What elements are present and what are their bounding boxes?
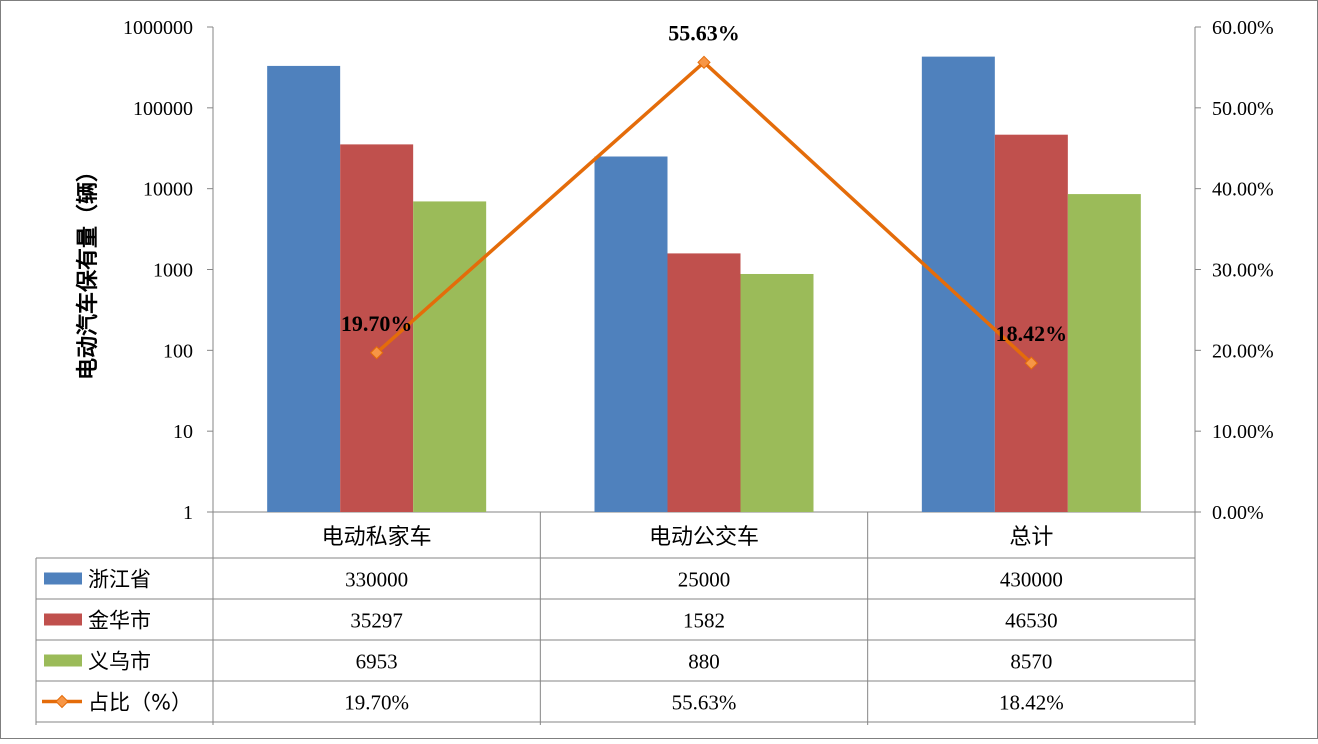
line-marker [1024,356,1039,370]
bar [1067,194,1141,512]
bar [594,156,668,512]
bar [740,273,814,512]
y-right-tick-label: 40.00% [1212,179,1274,201]
y-left-tick-label: 100000 [133,98,193,120]
table-cell: 330000 [345,568,408,592]
y-right-tick-label: 60.00% [1212,17,1274,39]
legend-swatch [44,654,82,667]
bar-series [267,56,1141,513]
y-axis-title: 电动汽车保有量（辆） [75,160,101,380]
legend-label: 义乌市 [88,650,151,674]
y-right-tick-label: 50.00% [1212,98,1274,120]
y-left-tick-label: 10000 [143,179,193,201]
y-left-tick-label: 1 [183,502,193,524]
table-cell: 6953 [356,650,398,674]
category-label: 电动私家车 [322,525,432,550]
table-cell: 18.42% [999,691,1064,715]
bar [413,201,487,512]
y-right-tick-label: 20.00% [1212,340,1274,362]
table-cell: 430000 [1000,568,1063,592]
bar [994,134,1068,512]
y-right-tick-label: 0.00% [1212,502,1264,524]
y-left-tick-label: 10 [173,421,193,443]
legend-swatch [44,572,82,585]
data-label: 18.42% [996,321,1068,346]
y-left-tick-label: 1000000 [123,17,193,39]
bar [667,253,741,513]
table-cell: 1582 [683,609,725,633]
table-cell: 35297 [350,609,403,633]
table-cell: 8570 [1010,650,1052,674]
table-cell: 25000 [678,568,731,592]
bar [921,56,995,513]
legend-label: 浙江省 [88,568,151,592]
axes-and-table [35,26,1201,725]
legend-label: 占比（%） [88,691,192,715]
line-marker [697,55,711,70]
line-series [369,55,1039,370]
y-left-tick-label: 1000 [153,260,193,282]
table-cell: 46530 [1005,609,1058,633]
tick-and-data-labels: 1 10 100 1000 10000 100000 1000000 0.00% 10.00% 2… [42,17,1274,715]
legend-label: 金华市 [88,609,151,633]
table-cell: 19.70% [344,691,409,715]
table-cell: 880 [688,650,720,674]
legend-swatch [44,613,82,626]
y-right-tick-label: 30.00% [1212,260,1274,282]
legend-marker [55,694,69,709]
data-label: 55.63% [668,20,740,45]
line-marker [369,346,384,360]
y-left-tick-label: 100 [163,340,193,362]
data-label: 19.70% [341,311,413,336]
bar [340,144,414,513]
bar [267,65,341,513]
y-right-tick-label: 10.00% [1212,421,1274,443]
category-label: 总计 [1009,525,1053,550]
category-label: 电动公交车 [649,525,759,550]
table-cell: 55.63% [672,691,737,715]
